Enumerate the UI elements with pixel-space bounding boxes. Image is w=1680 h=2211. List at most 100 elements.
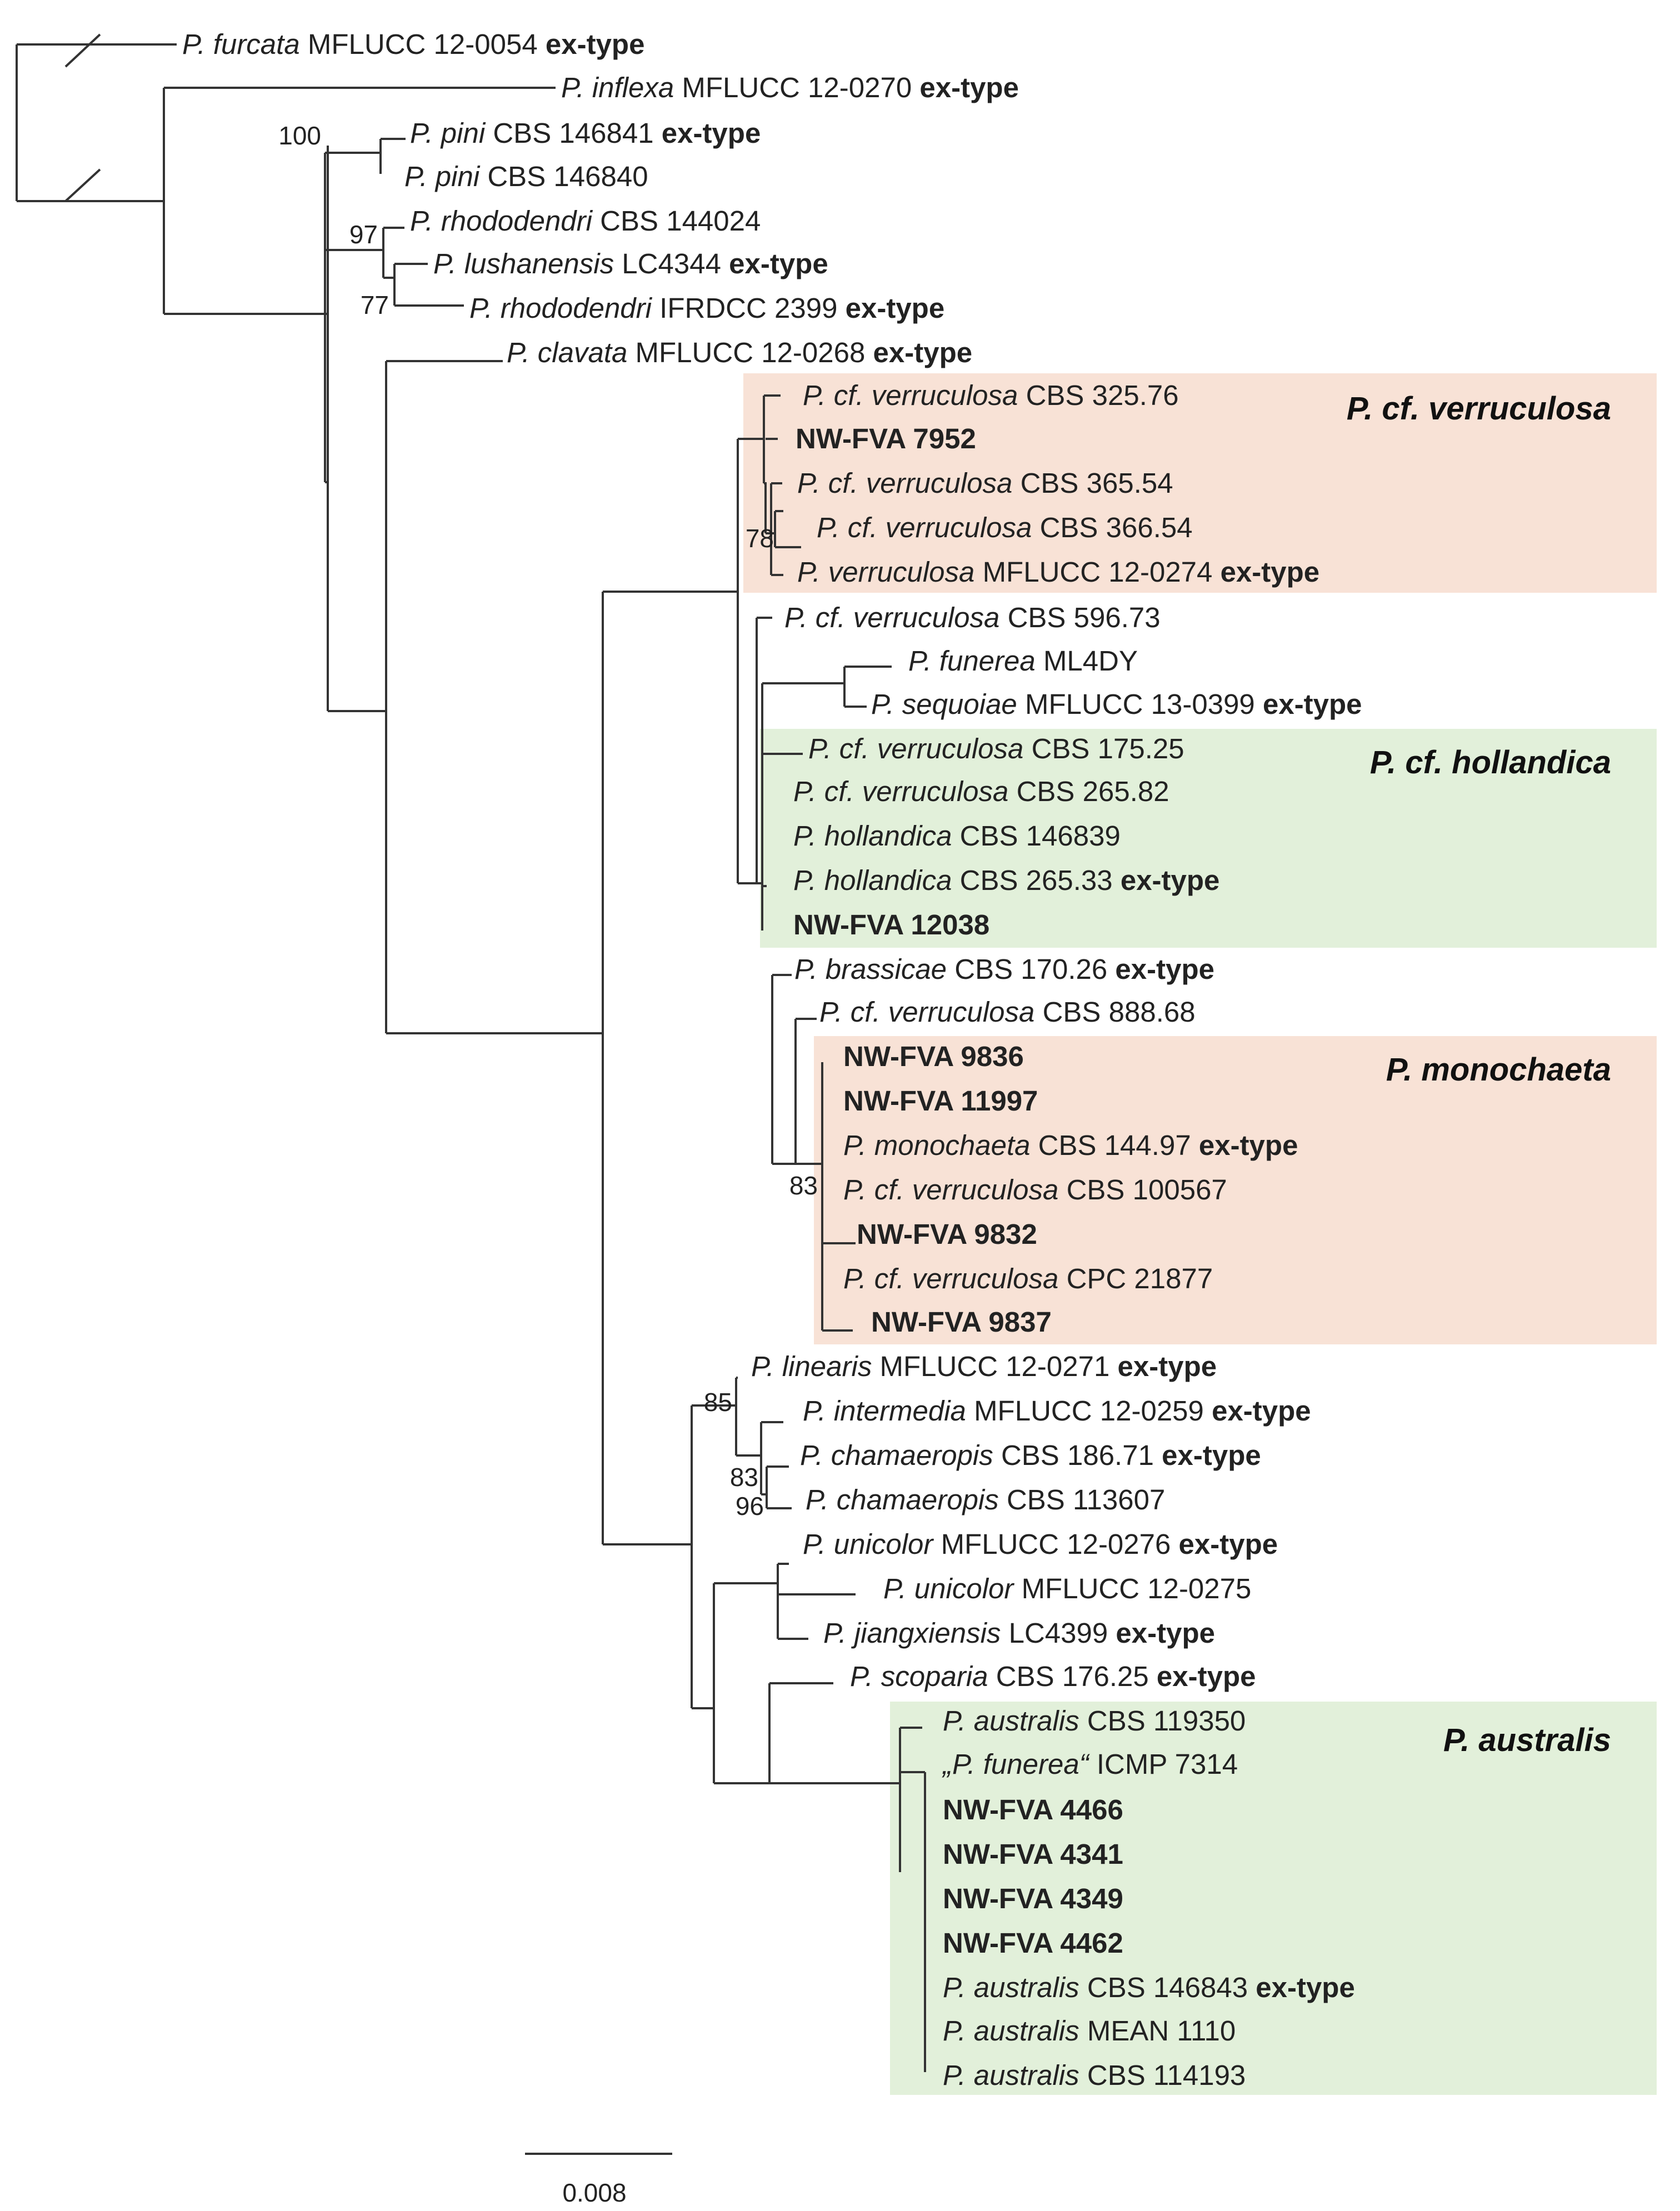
tip-species: P. jiangxiensis	[823, 1617, 1009, 1649]
tip-strain: NW-FVA 11997	[843, 1085, 1038, 1117]
tip-label: P. sequoiae MFLUCC 13-0399 ex-type	[871, 688, 1362, 720]
tip-label: NW-FVA 11997	[843, 1085, 1038, 1117]
support-values: 100 97 77 78 83 85 83 96	[278, 121, 818, 1520]
tip-strain: CBS 144024	[600, 205, 761, 237]
tree-branches	[16, 33, 926, 2072]
tip-label: P. cf. verruculosa CBS 100567	[843, 1174, 1227, 1205]
support-value: 85	[704, 1388, 732, 1417]
tip-species: P. cf. verruculosa	[843, 1263, 1067, 1294]
tip-species: P. clavata	[507, 337, 636, 368]
support-value: 96	[736, 1492, 764, 1520]
tip-species: P. brassicae	[794, 953, 954, 985]
tip-label: NW-FVA 9837	[871, 1306, 1052, 1338]
tip-strain: CBS 113607	[1007, 1484, 1165, 1515]
tip-label: NW-FVA 9832	[857, 1218, 1037, 1250]
tip-ex-type: ex-type	[1109, 1350, 1217, 1382]
tip-species: P. lushanensis	[433, 248, 622, 279]
tip-ex-type: ex-type	[1255, 688, 1362, 720]
tip-species: P. cf. verruculosa	[797, 467, 1021, 499]
tip-strain: NW-FVA 4341	[943, 1838, 1123, 1870]
clade-box-cf-hollandica	[760, 729, 1657, 948]
tip-strain: NW-FVA 7952	[796, 423, 976, 454]
tip-label: P. linearis MFLUCC 12-0271 ex-type	[751, 1350, 1217, 1382]
tip-strain: CBS 146841	[493, 117, 653, 149]
clade-label-australis: P. australis	[1443, 1722, 1611, 1758]
tip-label: NW-FVA 4341	[943, 1838, 1123, 1870]
tip-label: P. australis CBS 119350	[943, 1705, 1246, 1737]
tip-label: P. pini CBS 146840	[404, 161, 648, 192]
tip-label: P. cf. verruculosa CBS 366.54	[817, 512, 1193, 543]
tip-strain: MFLUCC 12-0054	[308, 28, 538, 60]
tip-strain: CBS 325.76	[1026, 379, 1179, 411]
tip-ex-type: ex-type	[654, 117, 761, 149]
tip-strain: MFLUCC 12-0270	[682, 72, 912, 103]
tip-strain: NW-FVA 9832	[857, 1218, 1037, 1250]
tip-label: P. unicolor MFLUCC 12-0275	[883, 1573, 1251, 1604]
tip-strain: MFLUCC 12-0271	[880, 1350, 1110, 1382]
tip-strain: CBS 146840	[487, 161, 648, 192]
tip-label: P. inflexa MFLUCC 12-0270 ex-type	[561, 72, 1019, 103]
tip-label: P. cf. verruculosa CBS 325.76	[803, 379, 1179, 411]
tip-strain: IFRDCC 2399	[659, 292, 837, 324]
tip-species: P. australis	[943, 2015, 1087, 2047]
tip-strain: MFLUCC 12-0268	[636, 337, 866, 368]
tip-species: P. funerea	[908, 645, 1043, 677]
tip-species: P. inflexa	[561, 72, 682, 103]
tip-ex-type: ex-type	[1191, 1129, 1298, 1161]
tip-label: P. unicolor MFLUCC 12-0276 ex-type	[803, 1528, 1278, 1560]
tip-strain: MFLUCC 12-0275	[1022, 1573, 1252, 1604]
tip-label: P. cf. verruculosa CBS 365.54	[797, 467, 1173, 499]
tip-label: P. australis CBS 114193	[943, 2059, 1246, 2091]
tip-label: P. funerea ML4DY	[908, 645, 1138, 677]
branch	[64, 168, 101, 202]
tip-strain: CBS 265.33	[960, 864, 1113, 896]
tip-species: P. sequoiae	[871, 688, 1025, 720]
tip-strain: ML4DY	[1043, 645, 1138, 677]
tip-species: P. furcata	[182, 28, 308, 60]
support-value: 100	[278, 121, 321, 150]
tip-label: P. rhododendri CBS 144024	[410, 205, 761, 237]
tip-label: NW-FVA 4466	[943, 1794, 1123, 1825]
tip-species: P. pini	[404, 161, 487, 192]
tip-strain: NW-FVA 9837	[871, 1306, 1052, 1338]
tip-species: P. cf. verruculosa	[784, 602, 1008, 633]
tip-ex-type: ex-type	[1149, 1660, 1256, 1692]
tip-species: P. cf. verruculosa	[843, 1174, 1067, 1205]
tip-ex-type: ex-type	[1113, 864, 1220, 896]
tip-strain: NW-FVA 12038	[793, 909, 989, 941]
tip-species: P. linearis	[751, 1350, 880, 1382]
clade-label-monochaeta: P. monochaeta	[1386, 1052, 1611, 1088]
tip-strain: NW-FVA 4462	[943, 1927, 1123, 1959]
tip-strain: CBS 265.82	[1017, 776, 1169, 807]
tip-strain: CBS 114193	[1087, 2059, 1246, 2091]
tip-strain: MFLUCC 12-0259	[974, 1395, 1204, 1427]
tip-ex-type: ex-type	[912, 72, 1019, 103]
tip-ex-type: ex-type	[721, 248, 828, 279]
tip-species: P. australis	[943, 2059, 1087, 2091]
tip-label: P. intermedia MFLUCC 12-0259 ex-type	[803, 1395, 1311, 1427]
tip-label: P. hollandica CBS 146839	[793, 820, 1121, 852]
tip-label: NW-FVA 9836	[843, 1041, 1024, 1072]
tip-species: P. australis	[943, 1972, 1087, 2003]
tip-ex-type: ex-type	[1171, 1528, 1278, 1560]
tip-label: P. cf. verruculosa CBS 888.68	[819, 996, 1196, 1028]
tip-label: P. australis MEAN 1110	[943, 2015, 1236, 2047]
tip-label: P. australis CBS 146843 ex-type	[943, 1972, 1355, 2003]
support-value: 97	[349, 220, 378, 249]
tip-strain: MFLUCC 12-0276	[941, 1528, 1171, 1560]
tip-species: P. cf. verruculosa	[793, 776, 1017, 807]
tip-strain: CBS 176.25	[996, 1660, 1149, 1692]
tip-label: P. chamaeropis CBS 113607	[806, 1484, 1165, 1515]
branch	[64, 33, 101, 68]
tip-label: P. lushanensis LC4344 ex-type	[433, 248, 828, 279]
tip-label: P. verruculosa MFLUCC 12-0274 ex-type	[797, 556, 1319, 588]
tip-species: P. cf. verruculosa	[817, 512, 1040, 543]
tip-strain: CBS 175.25	[1032, 733, 1184, 764]
tip-label: P. monochaeta CBS 144.97 ex-type	[843, 1129, 1298, 1161]
clade-boxes	[743, 373, 1657, 2095]
clade-box-australis	[890, 1702, 1657, 2095]
tip-strain: NW-FVA 4349	[943, 1883, 1123, 1914]
scale-bar: 0.008	[525, 2153, 672, 2207]
tip-label: NW-FVA 12038	[793, 909, 989, 941]
